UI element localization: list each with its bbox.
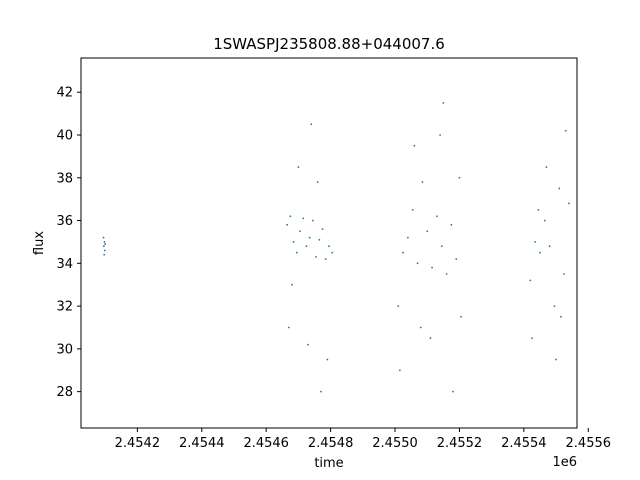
data-point [103,253,106,256]
data-point [426,230,429,233]
data-point [442,102,445,104]
data-point [318,238,321,241]
data-point [439,134,442,136]
data-point [315,256,318,258]
data-point [310,123,313,126]
data-point [308,236,311,239]
data-point [563,273,566,275]
data-point [289,215,292,218]
x-tick-label: 2.4542 [115,436,161,451]
data-point [297,166,300,168]
y-tick-label: 36 [56,214,73,229]
data-point [558,187,561,190]
data-point [531,337,533,340]
data-point [559,315,562,318]
data-point [539,251,541,254]
data-point [321,228,324,230]
x-tick-label: 2.4552 [437,436,483,451]
data-point [331,251,334,254]
data-point [287,326,290,329]
data-point [302,217,305,220]
data-point [555,358,557,361]
x-tick-label: 2.4544 [179,436,225,451]
data-point [435,215,438,218]
y-tick-label: 30 [56,342,73,357]
data-point [397,305,400,307]
data-point [452,390,454,393]
data-point [460,315,462,318]
data-point [305,245,308,248]
data-point [543,219,546,222]
data-point [413,144,416,147]
data-point [537,208,540,211]
data-point [568,202,570,205]
y-tick-label: 28 [56,385,73,400]
x-axis-label: time [314,456,343,471]
data-point [103,241,106,243]
data-point [398,369,401,372]
chart-title: 1SWASPJ235808.88+044007.6 [213,35,445,53]
data-point [328,245,330,248]
data-point [455,258,458,260]
x-tick-label: 2.4556 [566,436,612,451]
data-point [291,283,293,286]
data-point [320,390,322,393]
data-point [311,219,314,222]
data-point [295,251,298,254]
x-tick-label: 2.4548 [308,436,354,451]
data-point [299,230,301,233]
data-point [104,243,107,245]
x-tick-label: 2.4546 [243,436,289,451]
data-point [445,273,448,275]
data-point [419,326,422,329]
data-points [102,102,570,393]
data-point [103,249,106,252]
data-point [545,166,548,168]
data-point [307,343,309,346]
y-tick-label: 38 [56,171,73,186]
y-tick-label: 34 [56,257,73,272]
plot-frame [80,57,578,429]
data-point [407,236,409,239]
data-point [326,358,329,361]
data-point [102,236,105,239]
data-point [450,223,453,226]
data-point [286,223,289,226]
y-axis-ticks: 28 30 32 34 36 38 40 42 [56,86,81,400]
data-point [316,181,319,183]
data-point [529,279,532,282]
data-point [458,176,461,179]
data-point [416,262,419,265]
data-point [292,241,295,243]
data-point [102,245,105,248]
y-axis-label: flux [32,231,47,255]
data-point [429,337,432,340]
data-point [534,241,537,243]
data-point [564,129,567,132]
y-tick-label: 40 [56,128,73,143]
data-point [548,245,551,248]
data-point [421,181,424,183]
x-axis-offset-label: 1e6 [552,455,577,470]
x-tick-label: 2.4550 [372,436,418,451]
x-tick-label: 2.4554 [501,436,547,451]
data-point [431,266,433,269]
data-point [553,305,556,307]
data-point [411,208,414,211]
y-tick-label: 32 [56,300,73,315]
data-point [324,258,327,260]
data-point [440,245,443,248]
data-point [402,251,404,254]
x-axis-ticks: 2.4542 2.4544 2.4546 2.4548 2.4550 2.4552 2.45… [115,428,611,451]
y-tick-label: 42 [56,86,73,101]
